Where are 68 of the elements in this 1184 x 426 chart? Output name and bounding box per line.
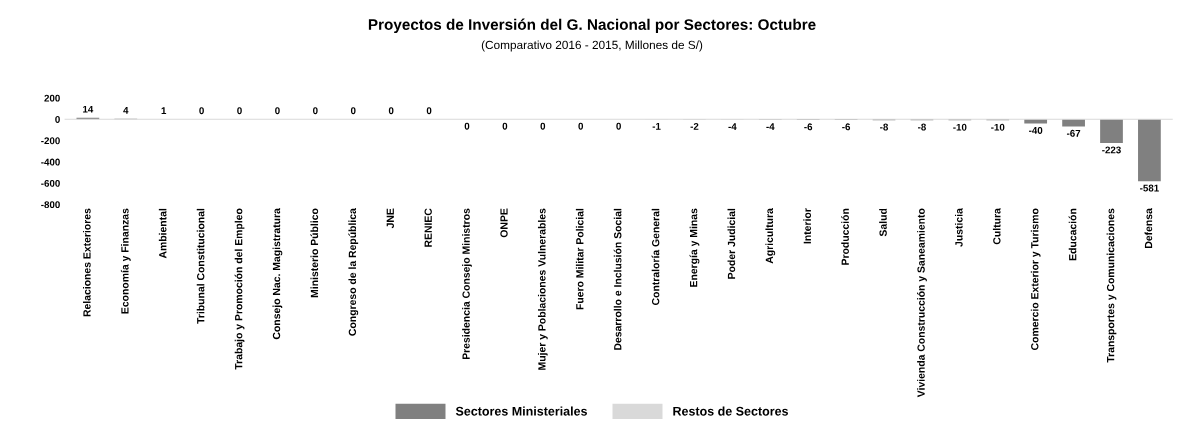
data-label: -2 xyxy=(690,122,699,130)
data-label: 0 xyxy=(313,107,318,115)
data-label: -4 xyxy=(728,123,737,130)
data-label: 0 xyxy=(616,122,621,130)
chart-subtitle: (Comparativo 2016 - 2015, Millones de S/) xyxy=(481,40,703,52)
data-label: -8 xyxy=(880,123,889,131)
y-tick-label: 0 xyxy=(55,116,60,123)
x-tick-label: Salud xyxy=(879,208,887,237)
x-tick-label: Relaciones Exteriores xyxy=(83,208,91,317)
x-tick-label: JNE xyxy=(386,208,394,229)
y-tick-label: -600 xyxy=(41,179,60,187)
x-tick-label: Transportes y Comunicaciones xyxy=(1106,208,1117,363)
data-label: 0 xyxy=(502,122,508,130)
x-tick-label: Fuero Militar Policial xyxy=(575,208,584,310)
x-tick-label: Economía y Finanzas xyxy=(120,208,131,314)
data-label: 0 xyxy=(388,107,394,115)
x-tick-label: Consejo Nac. Magistratura xyxy=(272,208,283,340)
data-label: -4 xyxy=(766,123,775,130)
x-tick-label: RENIEC xyxy=(424,208,432,247)
data-label: 0 xyxy=(199,107,204,115)
x-tick-label: Mujer y Poblaciones Vulnerables xyxy=(537,208,548,370)
x-tick-label: Comercio Exterior y Turismo xyxy=(1030,208,1041,350)
x-tick-label: Contraloría General xyxy=(651,208,660,305)
x-tick-label: Producción xyxy=(841,208,849,265)
x-tick-label: Educación xyxy=(1068,208,1077,261)
y-tick-label: -200 xyxy=(41,137,60,145)
y-tick-label: -800 xyxy=(41,201,60,209)
x-tick-label: Tribunal Constitucional xyxy=(196,208,205,324)
data-label: 0 xyxy=(464,122,470,130)
data-label: -10 xyxy=(991,123,1005,131)
x-tick-label: ONPE xyxy=(500,208,508,238)
x-tick-label: Energía y Minas xyxy=(689,208,700,287)
x-tick-label: Defensa xyxy=(1144,208,1153,248)
x-tick-label: Cultura xyxy=(992,208,1001,245)
data-label: 4 xyxy=(123,106,129,114)
legend-label: Restos de Sectores xyxy=(673,406,788,416)
data-label: -223 xyxy=(1102,146,1121,154)
data-label: 1 xyxy=(161,107,167,114)
data-label: -8 xyxy=(918,123,926,131)
x-tick-label: Presidencia Consejo Ministros xyxy=(462,208,472,360)
data-label: 0 xyxy=(540,122,546,130)
y-tick-label: 200 xyxy=(44,94,60,102)
data-label: 0 xyxy=(578,122,584,130)
x-tick-label: Trabajo y Promoción del Empleo xyxy=(234,208,245,370)
data-label: -67 xyxy=(1066,129,1081,137)
x-tick-label: Ambiental xyxy=(158,208,167,259)
data-label: 0 xyxy=(237,107,242,115)
data-label: 0 xyxy=(426,107,432,115)
x-tick-label: Interior xyxy=(803,208,811,244)
data-label: -40 xyxy=(1029,126,1043,134)
data-label: 0 xyxy=(350,107,356,115)
x-tick-label: Justicia xyxy=(955,208,963,247)
x-tick-label: Poder Judicial xyxy=(727,208,736,279)
data-label: -10 xyxy=(953,123,967,131)
data-label: -1 xyxy=(652,122,661,130)
y-tick-label: -400 xyxy=(41,158,60,166)
data-label: 0 xyxy=(275,107,280,115)
x-tick-label: Agricultura xyxy=(765,208,776,264)
data-label: 14 xyxy=(83,105,94,113)
x-tick-label: Desarrollo e Inclusión Social xyxy=(613,208,622,350)
x-tick-label: Congreso de la República xyxy=(348,208,359,336)
chart-title: Proyectos de Inversión del G. Nacional por Sectores: Octubre xyxy=(368,18,816,33)
data-label: -581 xyxy=(1140,184,1159,192)
data-label: -6 xyxy=(804,123,813,131)
data-label: -6 xyxy=(842,123,851,131)
x-tick-label: Ministerio Público xyxy=(310,208,319,298)
legend-label: Sectores Ministeriales xyxy=(455,406,587,416)
x-tick-label: Vivienda Construcción y Saneamiento xyxy=(917,208,927,398)
